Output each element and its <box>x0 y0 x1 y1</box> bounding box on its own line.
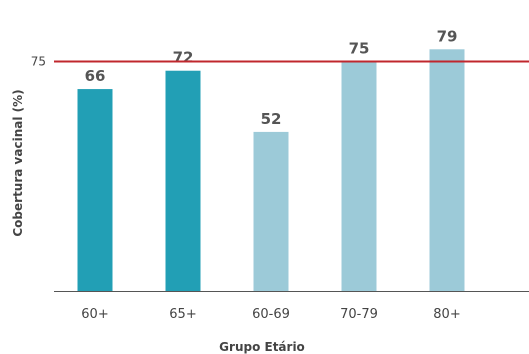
y-axis-title: Cobertura vacinal (%) <box>11 89 25 236</box>
x-tick-labels-group: 60+ 65+ 60-69 70-79 80+ <box>81 307 460 322</box>
x-tick-label-65+: 65+ <box>169 307 196 322</box>
data-label-70-79: 75 <box>349 40 370 58</box>
x-tick-label-60-69: 60-69 <box>252 307 290 322</box>
bar-60+ <box>77 89 113 291</box>
data-labels-group: 66 72 52 75 79 <box>85 27 458 128</box>
data-label-65+: 72 <box>173 49 194 67</box>
bar-70-79 <box>341 61 377 292</box>
data-label-80+: 79 <box>437 27 458 45</box>
x-tick-label-60+: 60+ <box>81 307 108 322</box>
x-axis-title: Grupo Etário <box>219 340 305 354</box>
x-tick-label-80+: 80+ <box>433 307 460 322</box>
reference-line-label: 75 <box>31 55 46 69</box>
bar-65+ <box>165 70 201 291</box>
data-label-60-69: 52 <box>261 110 282 128</box>
x-tick-label-70-79: 70-79 <box>340 307 378 322</box>
data-label-60+: 66 <box>85 67 106 85</box>
bars-group <box>77 49 465 292</box>
bar-60-69 <box>253 131 289 291</box>
bar-80+ <box>429 49 465 291</box>
